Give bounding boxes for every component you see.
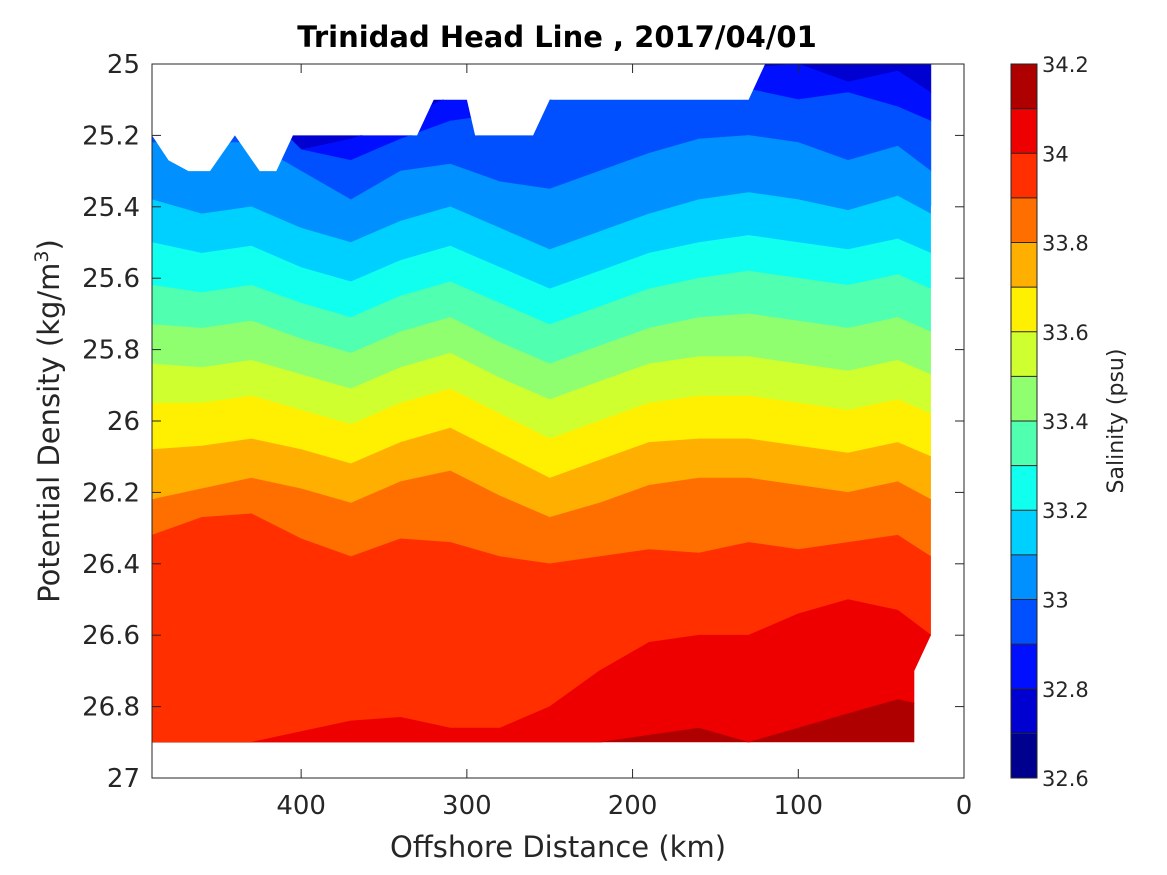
colorbar-tick-label: 33.8 bbox=[1042, 232, 1089, 256]
colorbar-tick-label: 33 bbox=[1042, 589, 1069, 613]
colorbar-tick-label: 33.6 bbox=[1042, 321, 1089, 345]
colorbar-tick-label: 34.2 bbox=[1042, 53, 1089, 77]
y-tick-label: 27 bbox=[107, 764, 140, 794]
colorbar-swatch bbox=[1011, 64, 1037, 110]
x-tick-label: 0 bbox=[956, 791, 973, 821]
colorbar-swatches bbox=[1011, 64, 1037, 779]
y-axis-label: Potential Density (kg/m3) bbox=[31, 239, 66, 603]
colorbar-swatch bbox=[1011, 421, 1037, 467]
colorbar-swatch bbox=[1011, 554, 1037, 600]
colorbar-tick-label: 32.6 bbox=[1042, 767, 1089, 791]
colorbar-swatch bbox=[1011, 153, 1037, 199]
colorbar-tick-label: 33.2 bbox=[1042, 499, 1089, 523]
plot-area: 400 300 200 100 0 25 25.2 25.4 25.6 25.8 26 26.2 26… bbox=[82, 50, 972, 821]
colorbar-swatch bbox=[1011, 197, 1037, 243]
y-tick-label: 25.4 bbox=[82, 193, 140, 223]
x-tick-label: 200 bbox=[608, 791, 658, 821]
x-axis-label: Offshore Distance (km) bbox=[390, 830, 726, 864]
colorbar-swatch bbox=[1011, 599, 1037, 645]
colorbar-swatch bbox=[1011, 287, 1037, 333]
colorbar-swatch bbox=[1011, 510, 1037, 556]
colorbar-tick-label: 32.8 bbox=[1042, 678, 1089, 702]
y-tick-label: 25.2 bbox=[82, 121, 140, 151]
x-tick-label: 300 bbox=[442, 791, 492, 821]
colorbar-swatch bbox=[1011, 108, 1037, 154]
colorbar-swatch bbox=[1011, 644, 1037, 690]
y-tick-label: 26.6 bbox=[82, 621, 140, 651]
y-tick-label: 26 bbox=[107, 407, 140, 437]
colorbar-swatch bbox=[1011, 733, 1037, 779]
colorbar-swatch bbox=[1011, 331, 1037, 377]
y-tick-label: 25 bbox=[107, 50, 140, 80]
y-tick-label: 26.8 bbox=[82, 693, 140, 723]
colorbar-tick-label: 33.4 bbox=[1042, 410, 1089, 434]
colorbar-swatch bbox=[1011, 242, 1037, 288]
colorbar-ticks: 34.2 34 33.8 33.6 33.4 33.2 33 32.8 32.6 bbox=[1042, 53, 1089, 791]
x-axis-ticks: 400 300 200 100 0 bbox=[276, 64, 972, 821]
colorbar-swatch bbox=[1011, 465, 1037, 511]
y-axis-label-superscript: 3 bbox=[31, 250, 53, 262]
salinity-contour-fill bbox=[152, 64, 932, 743]
y-axis-label-close: ) bbox=[32, 239, 66, 250]
colorbar-label: Salinity (psu) bbox=[1104, 349, 1129, 494]
y-axis-label-text: Potential Density (kg/m bbox=[32, 263, 66, 603]
colorbar-tick-label: 34 bbox=[1042, 142, 1069, 166]
y-tick-label: 26.2 bbox=[82, 478, 140, 508]
colorbar-swatch bbox=[1011, 376, 1037, 422]
chart-title: Trinidad Head Line , 2017/04/01 bbox=[297, 20, 817, 54]
colorbar-swatch bbox=[1011, 688, 1037, 734]
x-tick-label: 400 bbox=[276, 791, 326, 821]
x-tick-label: 100 bbox=[773, 791, 823, 821]
y-tick-label: 25.6 bbox=[82, 264, 140, 294]
colorbar: 34.2 34 33.8 33.6 33.4 33.2 33 32.8 32.6 Salinit… bbox=[1010, 53, 1129, 791]
y-tick-label: 26.4 bbox=[82, 550, 140, 580]
y-axis-ticks: 25 25.2 25.4 25.6 25.8 26 26.2 26.4 26.6 26.8 27 bbox=[82, 50, 964, 794]
y-tick-label: 25.8 bbox=[82, 336, 140, 366]
colorbar-frame bbox=[1010, 63, 1038, 779]
